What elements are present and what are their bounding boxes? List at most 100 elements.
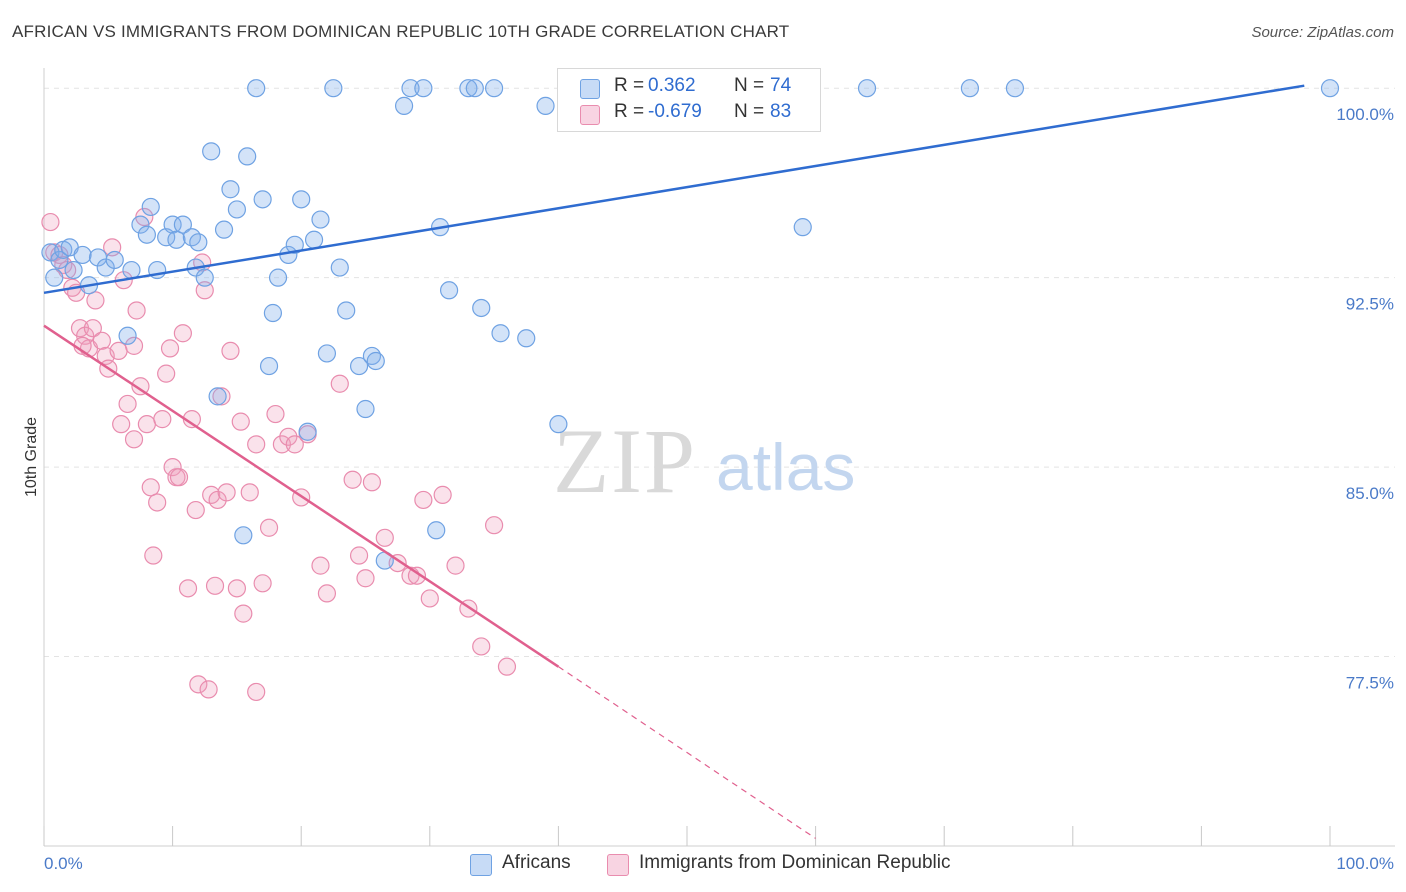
- legend-r-label: R =: [614, 75, 645, 96]
- x-tick-label: 100.0%: [1336, 854, 1394, 873]
- trend-lines: [43, 84, 1305, 839]
- africans-point: [517, 329, 536, 348]
- dominican-point: [375, 528, 394, 547]
- dominican-point: [343, 470, 362, 489]
- africans-point: [317, 344, 337, 363]
- legend-n-label: N =: [734, 75, 765, 96]
- dominican-point: [272, 435, 292, 454]
- dominican-point: [199, 680, 218, 699]
- africans-point: [427, 521, 446, 540]
- africans-point: [311, 210, 330, 229]
- africans-point: [118, 326, 137, 345]
- dominican-point: [86, 291, 105, 310]
- dominican-point: [221, 341, 240, 361]
- africans-point: [234, 526, 253, 545]
- dominican-point: [163, 458, 182, 477]
- africans-point: [304, 230, 324, 249]
- dominican-point: [472, 637, 491, 656]
- dominican-point: [127, 301, 146, 320]
- dominican-point: [124, 336, 144, 355]
- dominican-point: [240, 483, 259, 502]
- africans-point: [401, 79, 420, 98]
- chart-title: AFRICAN VS IMMIGRANTS FROM DOMINICAN REP…: [12, 22, 790, 41]
- africans-point: [459, 79, 478, 98]
- y-tick-label: 92.5%: [1346, 295, 1394, 314]
- africans-point: [73, 245, 92, 265]
- africans-point: [349, 356, 369, 376]
- africans-point: [960, 79, 980, 98]
- dominican-point: [356, 569, 375, 588]
- africans-point: [268, 268, 288, 287]
- dominican-trend-extension: [558, 666, 816, 839]
- dominican-point: [259, 518, 279, 537]
- dominican-point: [195, 281, 214, 300]
- axes: [43, 68, 1395, 847]
- dominican-point: [311, 556, 330, 575]
- africans-point: [263, 303, 283, 323]
- africans-trend-line: [43, 84, 1305, 295]
- tick-labels: 77.5% 85.0% 92.5% 100.0% 0.0% 100.0%: [44, 105, 1394, 873]
- dominican-point: [227, 579, 246, 598]
- legend-n-value: 74: [770, 75, 792, 96]
- africans-point: [857, 79, 877, 98]
- dominican-point: [173, 324, 192, 343]
- africans-point: [202, 142, 221, 161]
- africans-point: [366, 351, 385, 371]
- africans-point: [485, 79, 504, 98]
- legend-swatch-pink: [607, 854, 629, 876]
- dominican-point: [414, 490, 433, 510]
- africans-point: [105, 250, 124, 270]
- dominican-trend-line: [43, 324, 560, 668]
- dominican-point: [83, 319, 102, 338]
- dominican-point: [317, 584, 337, 603]
- dominican-point: [205, 576, 225, 595]
- legend-r-value: -0.679: [648, 101, 702, 122]
- dominican-point: [247, 435, 266, 454]
- africans-point: [356, 399, 375, 419]
- africans-point: [163, 215, 182, 234]
- africans-point: [298, 422, 317, 441]
- africans-point: [472, 298, 491, 318]
- africans-point: [324, 79, 343, 98]
- legend-r-label: R =: [614, 101, 645, 122]
- africans-point: [173, 215, 192, 234]
- dominican-point: [189, 675, 208, 694]
- dominican-point: [153, 410, 172, 429]
- legend-label-dominican: Immigrants from Dominican Republic: [639, 852, 951, 873]
- grid-lines: [44, 87, 1395, 658]
- series-africans-points: [41, 79, 1340, 570]
- dominican-point: [266, 404, 285, 424]
- africans-point: [141, 197, 160, 217]
- africans-point: [793, 218, 812, 237]
- watermark-zip: ZIP: [553, 410, 697, 512]
- y-tick-label: 100.0%: [1336, 105, 1394, 124]
- dominican-point: [124, 430, 144, 449]
- africans-point: [195, 268, 214, 287]
- dominican-point: [433, 485, 452, 504]
- dominican-point: [160, 339, 180, 358]
- africans-point: [491, 324, 510, 343]
- y-tick-label: 85.0%: [1346, 484, 1394, 503]
- africans-point: [394, 96, 414, 115]
- dominican-point: [178, 579, 198, 598]
- dominican-point: [131, 377, 150, 396]
- africans-point: [259, 356, 279, 376]
- dominican-point: [234, 604, 253, 623]
- dominican-point: [349, 546, 369, 565]
- dominican-point: [362, 473, 382, 492]
- africans-point: [64, 260, 83, 280]
- africans-point: [465, 79, 484, 98]
- source-label: Source: ZipAtlas.com: [1251, 24, 1394, 41]
- africans-point: [122, 260, 141, 280]
- dominican-point: [137, 415, 156, 434]
- dominican-point: [212, 387, 231, 406]
- dominican-point: [112, 415, 131, 434]
- africans-point: [214, 220, 234, 239]
- africans-point: [414, 79, 433, 98]
- africans-point: [1320, 79, 1340, 98]
- dominican-point: [144, 546, 163, 565]
- dominican-point: [217, 483, 236, 502]
- dominican-point: [186, 500, 205, 520]
- africans-point: [221, 180, 240, 199]
- dominican-point: [485, 516, 504, 535]
